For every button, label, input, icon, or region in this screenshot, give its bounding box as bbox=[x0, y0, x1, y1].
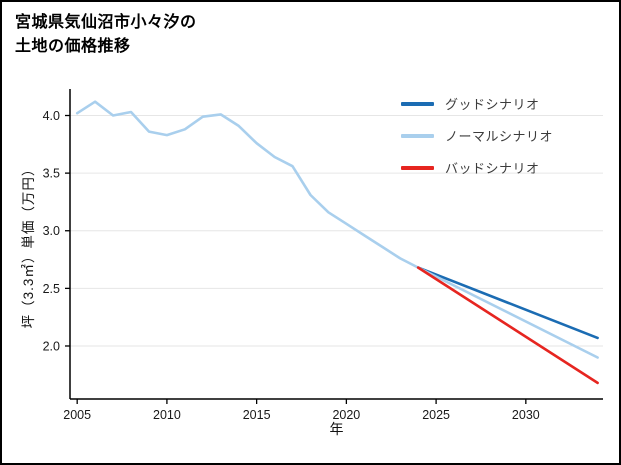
legend-swatch bbox=[401, 101, 434, 106]
legend-label: グッドシナリオ bbox=[445, 97, 540, 112]
x-tick-label: 2010 bbox=[153, 408, 181, 422]
y-axis-label: 坪（3.3㎡）単価（万円） bbox=[21, 161, 36, 329]
series-line-bad-scenario bbox=[416, 266, 599, 385]
legend-item: グッドシナリオ bbox=[401, 94, 553, 113]
x-axis-label: 年 bbox=[329, 421, 344, 437]
y-tick-label: 3.0 bbox=[43, 224, 60, 238]
chart-title-line1: 宮城県気仙沼市小々汐の bbox=[15, 14, 197, 31]
legend-label: バッドシナリオ bbox=[445, 161, 540, 176]
legend-item: バッドシナリオ bbox=[401, 158, 553, 177]
y-tick-label: 2.5 bbox=[43, 282, 60, 296]
legend-swatch bbox=[401, 133, 434, 138]
chart-title-line2: 土地の価格推移 bbox=[15, 38, 131, 55]
series-line-historical bbox=[75, 100, 420, 269]
chart-title: 宮城県気仙沼市小々汐の 土地の価格推移 bbox=[15, 11, 197, 59]
y-tick-label: 2.0 bbox=[43, 339, 60, 353]
series-line-good-scenario bbox=[416, 266, 599, 340]
y-tick-label: 3.5 bbox=[43, 167, 60, 181]
y-tick-label: 4.0 bbox=[43, 109, 60, 123]
legend-label: ノーマルシナリオ bbox=[445, 129, 554, 144]
x-tick-label: 2025 bbox=[422, 408, 450, 422]
x-tick-label: 2015 bbox=[243, 408, 271, 422]
legend-swatch bbox=[401, 165, 434, 170]
x-tick-label: 2005 bbox=[63, 408, 91, 422]
legend-item: ノーマルシナリオ bbox=[401, 126, 553, 145]
series-line-normal-scenario bbox=[416, 266, 599, 359]
x-tick-label: 2020 bbox=[332, 408, 360, 422]
legend: グッドシナリオ ノーマルシナリオ バッドシナリオ bbox=[401, 94, 553, 177]
x-tick-label: 2030 bbox=[512, 408, 540, 422]
